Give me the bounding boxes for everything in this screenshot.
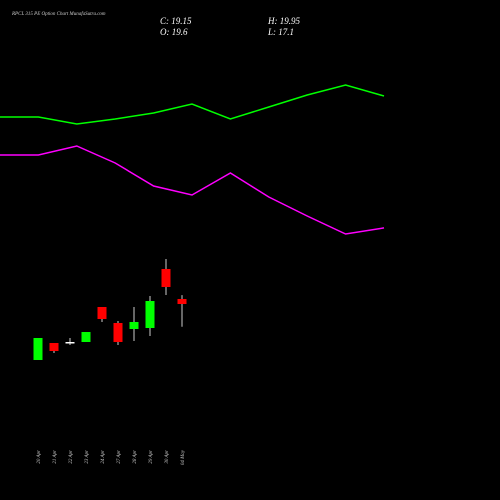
x-tick-label: 22 Apr (69, 450, 74, 464)
x-tick-label: 21 Apr (53, 450, 58, 464)
candle-body (81, 332, 91, 342)
x-tick-label: 29 Apr (149, 450, 154, 464)
x-tick-label: 28 Apr (133, 450, 138, 464)
candle-body (129, 322, 139, 329)
summary-value: 19.15 (171, 16, 192, 26)
summary-label: C: (160, 16, 169, 26)
summary-value: 17.1 (278, 27, 294, 37)
candle-body (145, 301, 155, 328)
summary-value: 19.95 (280, 16, 301, 26)
summary-label: O: (160, 27, 170, 37)
indicator-line (0, 84, 385, 125)
candle-body (177, 299, 187, 304)
summary-item: O: 19.6 (160, 27, 188, 37)
summary-label: L: (267, 27, 276, 37)
candle-body (161, 269, 171, 287)
x-tick-label: 04 May (181, 449, 186, 465)
candle-body (49, 343, 59, 351)
x-tick-label: 20 Apr (37, 450, 42, 464)
summary-value: 19.6 (172, 27, 188, 37)
x-tick-label: 27 Apr (117, 450, 122, 464)
summary-item: C: 19.15 (160, 16, 192, 26)
x-tick-label: 23 Apr (85, 450, 90, 464)
summary-item: L: 17.1 (267, 27, 294, 37)
candle-body (33, 338, 43, 360)
x-tick-label: 24 Apr (101, 450, 106, 464)
summary-item: H: 19.95 (267, 16, 301, 26)
summary: C: 19.15 H: 19.95 O: 19.6 L: 17.1 (160, 16, 301, 37)
indicator-line (0, 145, 385, 235)
x-tick-label: 30 Apr (165, 450, 170, 464)
candle-body (113, 323, 123, 342)
chart-title: RPCL 315 PE Option Chart MunafaSutra.com (11, 12, 106, 17)
candle-body (65, 342, 75, 344)
summary-label: H: (267, 16, 278, 26)
candle-body (97, 307, 107, 319)
